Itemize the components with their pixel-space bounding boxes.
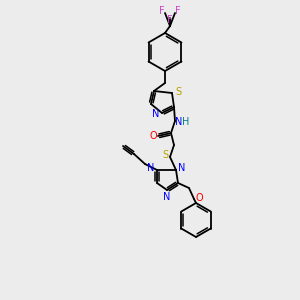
Text: O: O — [149, 131, 157, 141]
Text: S: S — [162, 150, 168, 160]
Text: F: F — [159, 6, 165, 16]
Text: S: S — [175, 87, 181, 97]
Text: N: N — [178, 163, 186, 173]
Text: N: N — [147, 163, 155, 173]
Text: F: F — [167, 15, 173, 25]
Text: F: F — [175, 6, 181, 16]
Text: N: N — [175, 117, 183, 127]
Text: H: H — [182, 117, 190, 127]
Text: N: N — [152, 109, 160, 119]
Text: N: N — [163, 192, 171, 202]
Text: O: O — [195, 193, 203, 203]
